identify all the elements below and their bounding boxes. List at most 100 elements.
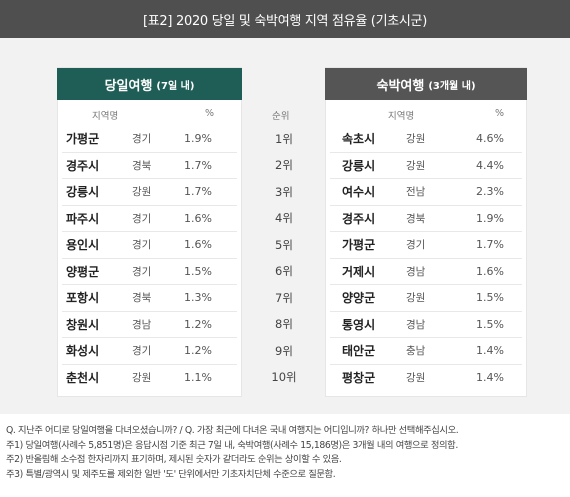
share-pct: 1.7% [184, 185, 212, 199]
province: 경기 [132, 345, 152, 358]
city-name: 경주시 [342, 211, 376, 226]
overnight-title: 숙박여행 [376, 78, 425, 94]
overnight-col-pct: % [495, 108, 505, 119]
table-row: 태안군 충남 1.4% [330, 338, 522, 365]
city-name: 가평군 [66, 132, 100, 147]
province: 강원 [132, 186, 152, 199]
table-row: 파주시 경기 1.6% [62, 206, 237, 232]
city-name: 강릉시 [342, 158, 376, 173]
table-row: 평창군 강원 1.4% [330, 365, 522, 392]
overnight-col-region: 지역명 [388, 111, 415, 122]
city-name: 파주시 [66, 211, 100, 226]
share-pct: 1.9% [184, 132, 212, 146]
rank-label: 10위 [271, 370, 297, 385]
rank-label: 2위 [275, 158, 293, 173]
table-row: 여수시 전남 2.3% [330, 179, 522, 206]
table-row: 가평군 경기 1.9% [62, 126, 237, 153]
province: 경기 [132, 133, 152, 146]
rank-label: 1위 [275, 131, 293, 146]
province: 경남 [406, 265, 426, 278]
city-name: 평창군 [342, 371, 376, 386]
province: 강원 [132, 372, 152, 385]
share-pct: 1.3% [184, 291, 212, 305]
rank-row: 2위 [255, 153, 313, 180]
rank-column: 1위 2위 3위 4위 5위 6위 7위 8위 9위 10위 [255, 126, 313, 391]
share-pct: 1.4% [476, 371, 504, 385]
city-name: 포항시 [66, 291, 100, 306]
rank-label: 9위 [275, 343, 293, 358]
table-row: 가평군 경기 1.7% [330, 232, 522, 259]
province: 강원 [406, 133, 426, 146]
city-name: 강릉시 [66, 185, 100, 200]
table-row: 화성시 경기 1.2% [62, 338, 237, 365]
rank-row: 6위 [255, 259, 313, 286]
share-pct: 1.7% [476, 238, 504, 252]
rank-label: 3위 [275, 184, 293, 199]
table-row: 양양군 강원 1.5% [330, 285, 522, 312]
province: 강원 [406, 372, 426, 385]
share-pct: 1.6% [476, 264, 504, 278]
rank-label: 7위 [275, 290, 293, 305]
city-name: 가평군 [342, 238, 376, 253]
share-pct: 2.3% [476, 185, 504, 199]
day-trip-rows: 가평군 경기 1.9% 경주시 경북 1.7% 강릉시 강원 1.7% 파주시 경기 1.6% … [62, 126, 237, 391]
province: 경기 [132, 265, 152, 278]
table-row: 거제시 경남 1.6% [330, 259, 522, 285]
rank-row: 4위 [255, 206, 313, 233]
footnote-3: 주3) 특별/광역시 및 제주도를 제외한 일반 '도' 단위에서만 기초자치단… [6, 468, 336, 480]
overnight-table-box [325, 67, 527, 397]
city-name: 춘천시 [66, 371, 100, 386]
province: 경북 [132, 159, 152, 172]
province: 경북 [132, 292, 152, 305]
province: 충남 [406, 345, 426, 358]
province: 강원 [406, 292, 426, 305]
share-pct: 1.5% [476, 291, 504, 305]
day-trip-title: 당일여행 [104, 78, 153, 94]
overnight-subtitle: (3개월 내) [428, 80, 476, 92]
share-pct: 4.6% [476, 132, 504, 146]
share-pct: 1.2% [184, 344, 212, 358]
city-name: 속초시 [342, 132, 376, 147]
province: 강원 [406, 159, 426, 172]
city-name: 용인시 [66, 238, 100, 253]
footnote-1: 주1) 당일여행(사례수 5,851명)은 응답시점 기준 최근 7일 내, 숙… [6, 439, 458, 451]
city-name: 거제시 [342, 264, 376, 279]
table-row: 양평군 경기 1.5% [62, 259, 237, 285]
table-row: 경주시 경북 1.9% [330, 206, 522, 232]
province: 경북 [406, 212, 426, 225]
city-name: 창원시 [66, 317, 100, 332]
rank-row: 3위 [255, 179, 313, 206]
province: 경기 [132, 212, 152, 225]
province: 경남 [132, 318, 152, 331]
day-trip-col-pct: % [205, 108, 215, 119]
question-note: Q. 지난주 어디로 당일여행을 다녀오셨습니까? / Q. 가장 최근에 다녀… [6, 425, 459, 436]
day-trip-col-region: 지역명 [92, 111, 119, 122]
table-row: 통영시 경남 1.5% [330, 312, 522, 338]
table-row: 강릉시 강원 4.4% [330, 153, 522, 179]
rank-row: 9위 [255, 338, 313, 365]
province: 전남 [406, 186, 426, 199]
table-row: 속초시 강원 4.6% [330, 126, 522, 153]
day-trip-subtitle: (7일 내) [156, 80, 195, 92]
share-pct: 1.6% [184, 238, 212, 252]
share-pct: 1.6% [184, 211, 212, 225]
table-row: 용인시 경기 1.6% [62, 232, 237, 259]
province: 경기 [406, 239, 426, 252]
rank-row: 8위 [255, 312, 313, 339]
city-name: 통영시 [342, 317, 376, 332]
province: 경남 [406, 318, 426, 331]
city-name: 양평군 [66, 264, 100, 279]
table-row: 포항시 경북 1.3% [62, 285, 237, 312]
table-title: [표2] 2020 당일 및 숙박여행 지역 점유율 (기초시군) [0, 0, 570, 38]
share-pct: 1.7% [184, 158, 212, 172]
city-name: 화성시 [66, 344, 100, 359]
share-pct: 1.4% [476, 344, 504, 358]
rank-label: 5위 [275, 237, 293, 252]
overnight-header: 숙박여행 (3개월 내) [325, 68, 527, 100]
province: 경기 [132, 239, 152, 252]
rank-row: 1위 [255, 126, 313, 153]
share-pct: 4.4% [476, 158, 504, 172]
rank-row: 5위 [255, 232, 313, 259]
share-pct: 1.2% [184, 317, 212, 331]
footnote-2: 주2) 반올림해 소수점 한자리까지 표기하며, 제시된 숫자가 같더라도 순위… [6, 454, 342, 465]
